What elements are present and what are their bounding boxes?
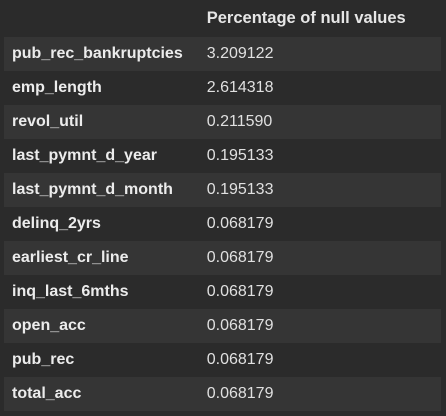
row-value: 0.068179: [206, 385, 274, 402]
table-row: delinq_2yrs 0.068179: [4, 207, 441, 241]
row-value: 3.209122: [206, 45, 274, 62]
row-value: 0.068179: [206, 215, 274, 232]
row-value: 0.068179: [206, 283, 274, 300]
table-row: last_pymnt_d_month 0.195133: [4, 173, 441, 207]
row-label: pub_rec: [12, 351, 75, 368]
row-value: 0.195133: [206, 147, 274, 164]
row-label: pub_rec_bankruptcies: [12, 45, 183, 62]
row-label: earliest_cr_line: [12, 249, 129, 266]
row-label: open_acc: [12, 317, 86, 334]
row-label: last_pymnt_d_month: [12, 181, 173, 198]
table-row: pub_rec_bankruptcies 3.209122: [4, 37, 441, 71]
index-header-corner: [4, 0, 195, 37]
row-value: 0.068179: [206, 351, 274, 368]
row-value: 0.068179: [206, 249, 274, 266]
table-row: last_pymnt_d_year 0.195133: [4, 139, 441, 173]
row-value: 0.068179: [206, 317, 274, 334]
table-row: earliest_cr_line 0.068179: [4, 241, 441, 275]
row-label: emp_length: [12, 79, 102, 96]
row-label: delinq_2yrs: [12, 215, 101, 232]
table-row: total_acc 0.068179: [4, 377, 441, 411]
row-label: inq_last_6mths: [12, 283, 129, 300]
table-row: inq_last_6mths 0.068179: [4, 275, 441, 309]
row-label: revol_util: [12, 113, 84, 130]
row-label: total_acc: [12, 385, 82, 402]
table-row: emp_length 2.614318: [4, 71, 441, 105]
table-row: revol_util 0.211590: [4, 105, 441, 139]
column-header: Percentage of null values: [206, 9, 406, 27]
table-row: open_acc 0.068179: [4, 309, 441, 343]
row-label: last_pymnt_d_year: [12, 147, 157, 164]
row-value: 0.211590: [206, 113, 273, 130]
row-value: 0.195133: [206, 181, 274, 198]
null-percentage-table: Percentage of null values pub_rec_bankru…: [4, 0, 441, 411]
table-row: pub_rec 0.068179: [4, 343, 441, 377]
table-header-row: Percentage of null values: [4, 0, 441, 37]
row-value: 2.614318: [206, 79, 274, 96]
